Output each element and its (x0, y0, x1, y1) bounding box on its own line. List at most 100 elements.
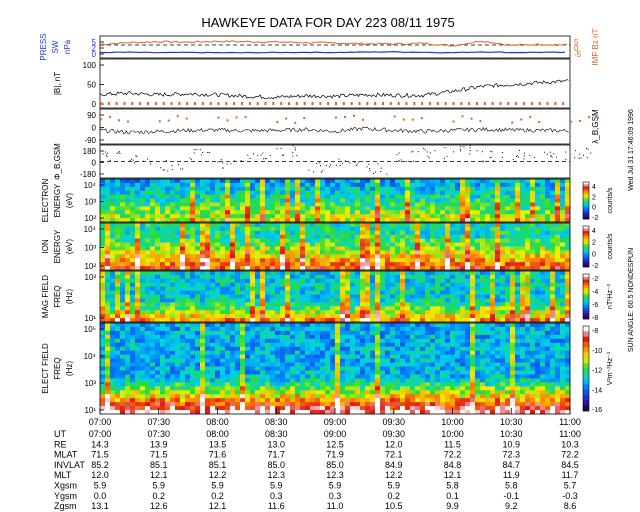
ion-cell (190, 238, 196, 243)
electron-cell (240, 214, 246, 219)
field-magnitude-axis-tick: 100 (83, 61, 97, 70)
electron-cell (435, 179, 441, 184)
mag-field-cell (520, 306, 526, 311)
elect-field-cell (275, 382, 281, 387)
elect-field-cell (235, 370, 241, 375)
elect-field-cell (120, 390, 126, 395)
elect-field-cell (175, 326, 181, 332)
mag-field-cell (190, 314, 196, 319)
electron-cell (510, 182, 516, 188)
phi-point (354, 161, 356, 163)
electron-cell (480, 202, 486, 207)
elect-field-cell (180, 390, 186, 395)
electron-cell (480, 182, 486, 188)
ion-cell (360, 266, 366, 271)
elect-field-cell (115, 346, 121, 351)
ion-cell (250, 226, 256, 232)
electron-cell (565, 198, 571, 203)
ion-cell (410, 230, 416, 236)
elect-field-cell (315, 358, 321, 363)
phi-point (165, 159, 167, 161)
electron-cell (515, 182, 521, 188)
ion-cell (285, 258, 291, 263)
ion-cell (475, 250, 481, 255)
electron-cell (385, 202, 391, 207)
electron-cell (145, 214, 151, 219)
electron-cell (465, 214, 471, 219)
mag-field-cell (210, 302, 216, 307)
electron-cell (100, 210, 106, 215)
electron-cell (380, 218, 386, 223)
electron-cell (135, 206, 141, 211)
ion-cell (435, 266, 441, 271)
mag-field-cell (345, 318, 351, 323)
elect-field-cell (100, 370, 106, 375)
elect-field-cell (150, 354, 156, 359)
phi-point (489, 156, 491, 158)
mag-field-cell (240, 278, 246, 284)
electron-cell (420, 198, 426, 203)
elect-field-cell (300, 394, 306, 399)
ion-cell (470, 246, 476, 251)
electron-cell (280, 190, 286, 195)
lambda-axis-tick: 90 (87, 111, 96, 120)
ion-cell (205, 250, 211, 255)
mag-field-cell (530, 278, 536, 284)
ion-cell (360, 230, 366, 236)
ion-cell (135, 223, 141, 228)
mag-field-cell (345, 282, 351, 287)
electron-cell (400, 179, 406, 184)
electron-cell (255, 194, 261, 199)
mag-field-cell (105, 286, 111, 291)
mag-field-cell (490, 306, 496, 311)
mag-field-cell (225, 302, 231, 307)
electron-cell (465, 194, 471, 199)
ion-cell (210, 266, 216, 271)
mag-field-cell (470, 278, 476, 284)
mag-field-cell (150, 306, 156, 311)
mag-field-cell (440, 282, 446, 287)
electron-cell (150, 182, 156, 188)
ion-cell (485, 262, 491, 267)
electron-cell (310, 190, 316, 195)
ion-cell (255, 250, 261, 255)
ion-cell (300, 242, 306, 247)
ion-cell (365, 258, 371, 263)
ion-cell (275, 258, 281, 263)
ion-cell (460, 223, 466, 228)
mag-field-cell (230, 302, 236, 307)
elect-field-cell (220, 326, 226, 332)
field-magnitude-marker (288, 102, 290, 105)
electron-cell (490, 206, 496, 211)
elect-field-cell (285, 410, 291, 415)
electron-cell (395, 179, 401, 184)
mag-field-cell (535, 290, 541, 295)
field-magnitude-marker (217, 102, 220, 105)
ion-cell (320, 226, 326, 232)
mag-field-cell (475, 310, 481, 315)
ion-cell (160, 230, 166, 236)
electron-cell (500, 198, 506, 203)
ion-cell (265, 254, 271, 259)
elect-field-cell (295, 362, 301, 367)
electron-cell (295, 210, 301, 215)
elect-field-cell (205, 334, 211, 340)
mag-field-cell (100, 271, 106, 276)
electron-cell (470, 210, 476, 215)
mag-field-cell (250, 271, 256, 276)
mag-field-cell (265, 274, 271, 280)
ion-cell (395, 266, 401, 271)
elect-field-cell (325, 398, 331, 403)
elect-field-cell (125, 382, 131, 387)
mag-field-cell (280, 310, 286, 315)
mag-field-cell (530, 310, 536, 315)
ion-cell (530, 223, 536, 228)
mag-field-cell (295, 298, 301, 303)
phi-point (543, 151, 545, 153)
elect-field-cell (150, 406, 156, 411)
mag-field-cell (435, 302, 441, 307)
ion-cell (180, 238, 186, 243)
electron-cell (405, 202, 411, 207)
ion-cell (545, 223, 551, 228)
ion-cell (260, 238, 266, 243)
